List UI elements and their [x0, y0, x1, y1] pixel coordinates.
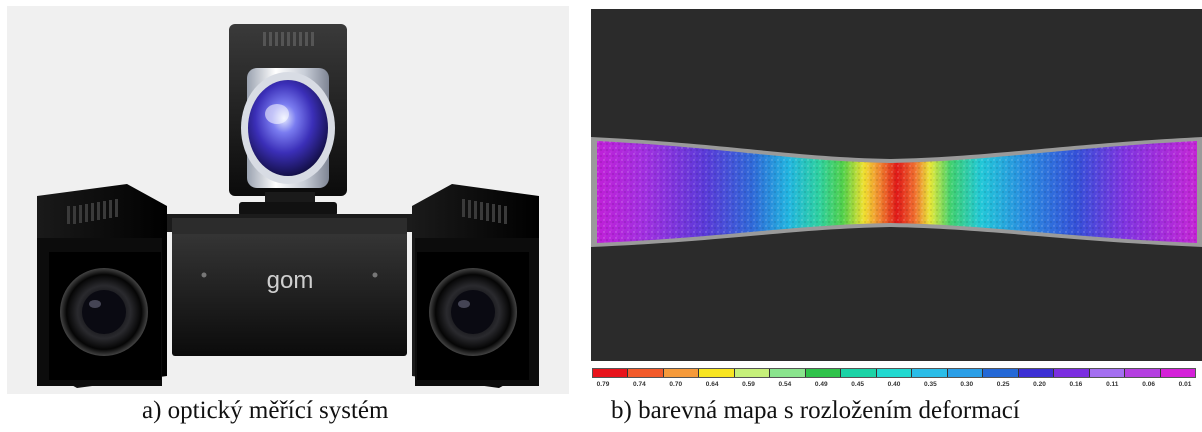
scale-segment	[983, 369, 1019, 377]
strain-map-image	[591, 9, 1202, 361]
gom-logo: gom	[267, 267, 314, 294]
scale-segment	[699, 369, 735, 377]
optical-system-photo: gom	[7, 6, 569, 394]
color-scale-labels: 0.79 0.74 0.70 0.64 0.59 0.54 0.49 0.45 0.40 0.35…	[586, 381, 1202, 391]
scale-label: 0.25	[996, 381, 1010, 388]
scale-segment	[947, 369, 984, 377]
scale-segment	[841, 369, 877, 377]
scale-segment	[876, 369, 913, 377]
scale-label: 0.59	[742, 381, 755, 388]
scale-label: 0.01	[1178, 381, 1192, 388]
scale-segment	[663, 369, 700, 377]
scale-label: 0.74	[633, 381, 646, 388]
scale-segment	[770, 369, 806, 377]
scale-label: 0.20	[1033, 381, 1046, 388]
scale-label: 0.49	[814, 381, 828, 388]
scale-label: 0.40	[887, 381, 901, 388]
scale-segment	[593, 369, 629, 377]
scale-label: 0.54	[778, 381, 792, 388]
caption-b: b) barevná mapa s rozložením deformací	[611, 397, 1020, 424]
scale-segment	[1054, 369, 1090, 377]
specimen-strain-illustration	[591, 9, 1202, 361]
caption-a: a) optický měřící systém	[142, 397, 389, 424]
scale-segment	[1089, 369, 1126, 377]
gom-camera-illustration: gom	[37, 24, 539, 388]
scale-segment	[734, 369, 771, 377]
scale-segment	[912, 369, 948, 377]
scale-label: 0.70	[669, 381, 683, 388]
scale-segment	[805, 369, 842, 377]
scale-label: 0.45	[851, 381, 864, 388]
scale-label: 0.64	[705, 381, 719, 388]
scale-label: 0.06	[1142, 381, 1155, 388]
scale-segment	[628, 369, 664, 377]
scale-label: 0.11	[1106, 381, 1119, 388]
scale-label: 0.16	[1069, 381, 1083, 388]
scale-label: 0.35	[924, 381, 937, 388]
scale-segment	[1160, 369, 1195, 377]
scale-segment	[1125, 369, 1161, 377]
scale-label: 0.30	[960, 381, 974, 388]
scale-segment	[1018, 369, 1055, 377]
color-scale-bar	[592, 368, 1196, 378]
scale-label: 0.79	[596, 381, 610, 388]
